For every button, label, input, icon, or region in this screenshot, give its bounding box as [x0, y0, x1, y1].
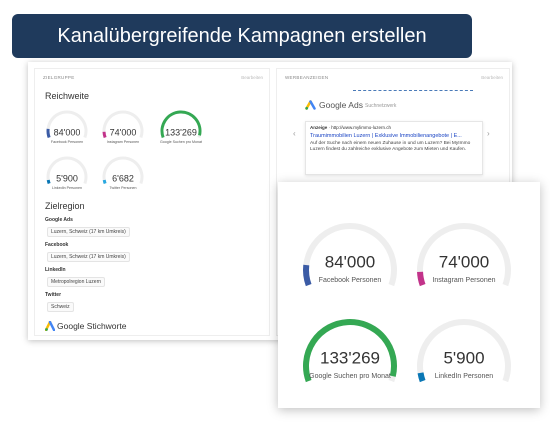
gauge-label: Twitter Personen	[110, 186, 137, 190]
prev-arrow[interactable]: ‹	[293, 129, 296, 138]
gauge-fill	[102, 179, 107, 185]
region-channel: LinkedIn	[45, 267, 66, 273]
gauge-fill	[417, 372, 426, 383]
region-location: Metropolregion Luzern	[47, 277, 106, 287]
gauge-track	[417, 319, 511, 383]
gauge-fill	[160, 110, 202, 139]
region-channel: Twitter	[45, 292, 62, 298]
gauge-label: LinkedIn Personen	[52, 186, 82, 190]
section-header: WERBEANZEIGEN	[285, 75, 329, 80]
gauge-label: Google Suchen pro Monat	[160, 140, 202, 144]
gauge-value: 5'900	[443, 348, 484, 367]
brand: Google Ads	[319, 100, 363, 110]
gauge-label: LinkedIn Personen	[435, 373, 493, 380]
google-ads-logo	[45, 321, 55, 331]
zoom-gauges: 84'000 Facebook Personen 74'000 Instagram P…	[303, 223, 511, 383]
gauge-track	[46, 156, 88, 185]
reach-gauges: 84'000 Facebook Personen 74'000 Instagram P…	[46, 110, 202, 190]
gauge-fill	[46, 128, 51, 139]
brand-suffix: Suchnetzwerk	[365, 103, 397, 109]
edit-link[interactable]: Bearbeiten	[481, 75, 503, 80]
edit-link[interactable]: Bearbeiten	[241, 75, 263, 80]
ads-section: WERBEANZEIGEN Bearbeiten Google Ads Such…	[276, 68, 510, 336]
gauge-value: 6'682	[112, 173, 134, 183]
gauge-fill	[303, 319, 397, 383]
gauge-value: 133'269	[320, 348, 380, 367]
region-channel: Facebook	[45, 242, 69, 248]
gauge-fill	[417, 271, 426, 287]
gauge-fill	[303, 264, 312, 287]
ad-badge: Anzeige	[310, 125, 328, 130]
gauge-track	[46, 110, 88, 139]
banner: Kanalübergreifende Kampagnen erstellen	[12, 14, 472, 58]
gauge-label: Instagram Personen	[432, 277, 495, 284]
gauge-track	[303, 223, 397, 287]
audience-section: ZIELGRUPPE Bearbeiten Reichweite 84'000 F…	[34, 68, 270, 336]
gauge-value: 84'000	[54, 127, 81, 137]
ad-headline[interactable]: Traumimmobilien Luzern | Exklusive Immob…	[310, 133, 462, 139]
ad-preview: Anzeige · http://www.mylimmo-luzern.ch T…	[305, 121, 483, 175]
gauge-track	[102, 156, 144, 185]
section-header: ZIELGRUPPE	[43, 75, 75, 80]
gauge-label: Instagram Personen	[107, 140, 139, 144]
ad-text: Auf der Suche nach einem neuen Zuhause i…	[310, 141, 471, 153]
gauge-label: Google Suchen pro Monat	[309, 373, 391, 380]
next-arrow[interactable]: ›	[487, 129, 490, 138]
ad-url: http://www.mylimmo-luzern.ch	[331, 125, 392, 130]
region-channel: Google Ads	[45, 217, 73, 223]
region-location: Schweiz	[47, 302, 74, 312]
region-title: Zielregion	[45, 201, 85, 211]
reach-title: Reichweite	[45, 91, 90, 101]
gauge-value: 84'000	[325, 252, 376, 271]
gauge-value: 74'000	[439, 252, 490, 271]
gauge-fill	[102, 131, 107, 139]
reach-zoom: 84'000 Facebook Personen 74'000 Instagram P…	[278, 182, 540, 408]
gauge-track	[102, 110, 144, 139]
gauge-track	[417, 223, 511, 287]
divider	[353, 90, 473, 91]
gauge-label: Facebook Personen	[319, 277, 382, 284]
region-location: Luzern, Schweiz (17 km Umkreis)	[47, 252, 130, 262]
gauge-fill	[46, 179, 51, 185]
region-location: Luzern, Schweiz (17 km Umkreis)	[47, 227, 130, 237]
gauge-value: 133'269	[165, 127, 197, 137]
google-ads-logo	[305, 100, 316, 110]
keywords-title: Google Stichworte	[57, 321, 127, 331]
gauge-value: 74'000	[110, 127, 137, 137]
gauge-label: Facebook Personen	[51, 140, 83, 144]
gauge-value: 5'900	[56, 173, 78, 183]
